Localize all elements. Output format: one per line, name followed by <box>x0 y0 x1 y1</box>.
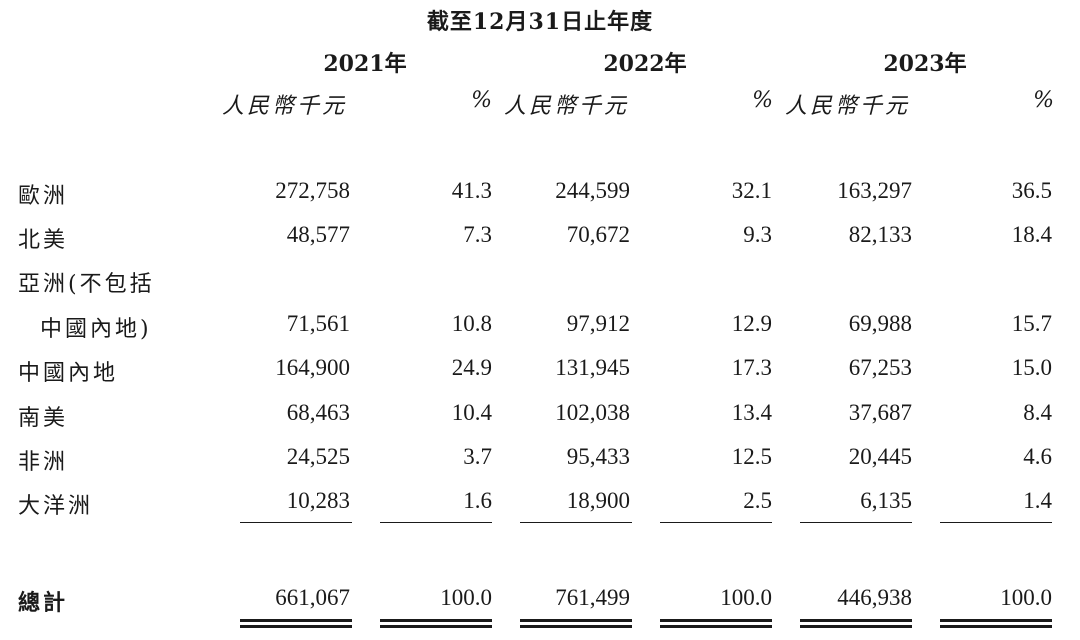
unit-heading-2021: 人民幣千元 <box>222 94 348 119</box>
unit-heading-2023: 人民幣千元 <box>785 94 911 119</box>
cell: 20,445 <box>848 444 912 469</box>
cell: 36.5 <box>1011 178 1052 203</box>
cell: 41.3 <box>451 178 492 203</box>
cell: 32.1 <box>731 178 772 203</box>
cell: 12.9 <box>731 311 772 336</box>
row-label-africa: 非洲 <box>18 450 69 475</box>
cell: 7.3 <box>463 222 492 247</box>
subtotal-rule <box>240 522 352 523</box>
total-double-rule <box>940 619 1052 628</box>
cell: 37,687 <box>848 400 912 425</box>
total-label: 總計 <box>18 590 69 616</box>
row-label-south-america: 南美 <box>18 406 69 431</box>
cell: 1.4 <box>1023 488 1052 513</box>
cell: 8.4 <box>1023 400 1052 425</box>
cell: 272,758 <box>275 178 350 203</box>
cell: 82,133 <box>848 222 912 247</box>
total-cell: 446,938 <box>837 585 912 610</box>
row-label-oceania: 大洋洲 <box>18 494 94 519</box>
total-double-rule <box>660 619 772 628</box>
cell: 95,433 <box>566 444 630 469</box>
cell: 1.6 <box>463 488 492 513</box>
cell: 97,912 <box>566 311 630 336</box>
total-cell: 100.0 <box>1000 585 1052 610</box>
total-double-rule <box>520 619 632 628</box>
row-label-asia-line1: 亞洲(不包括 <box>18 272 155 297</box>
row-label-asia-line2: 中國內地) <box>40 317 152 342</box>
cell: 48,577 <box>286 222 350 247</box>
cell: 70,672 <box>566 222 630 247</box>
cell: 10,283 <box>286 488 350 513</box>
row-label-mainland-china: 中國內地 <box>18 361 119 386</box>
cell: 131,945 <box>555 355 630 380</box>
cell: 2.5 <box>743 488 772 513</box>
total-double-rule <box>380 619 492 628</box>
cell: 12.5 <box>731 444 772 469</box>
total-cell: 100.0 <box>440 585 492 610</box>
cell: 17.3 <box>731 355 772 380</box>
cell: 67,253 <box>848 355 912 380</box>
total-cell: 661,067 <box>275 585 350 610</box>
cell: 24.9 <box>451 355 492 380</box>
unit-heading-2022: 人民幣千元 <box>504 94 630 119</box>
pct-heading-2023: % <box>1033 88 1054 113</box>
cell: 164,900 <box>275 355 350 380</box>
row-label-europe: 歐洲 <box>18 184 69 209</box>
subtotal-rule <box>940 522 1052 523</box>
subtotal-rule <box>380 522 492 523</box>
cell: 18,900 <box>566 488 630 513</box>
cell: 24,525 <box>286 444 350 469</box>
pct-heading-2021: % <box>471 88 492 113</box>
cell: 6,135 <box>860 488 912 513</box>
cell: 15.0 <box>1011 355 1052 380</box>
period-heading: 截至12月31日止年度 <box>426 9 654 35</box>
cell: 13.4 <box>731 400 772 425</box>
cell: 163,297 <box>837 178 912 203</box>
cell: 15.7 <box>1011 311 1052 336</box>
subtotal-rule <box>800 522 912 523</box>
subtotal-rule <box>520 522 632 523</box>
year-2021-heading: 2021年 <box>323 51 407 77</box>
cell: 18.4 <box>1011 222 1052 247</box>
cell: 71,561 <box>286 311 350 336</box>
year-2022-heading: 2022年 <box>603 51 687 77</box>
cell: 4.6 <box>1023 444 1052 469</box>
total-cell: 761,499 <box>555 585 630 610</box>
cell: 10.8 <box>451 311 492 336</box>
cell: 244,599 <box>555 178 630 203</box>
total-double-rule <box>240 619 352 628</box>
total-cell: 100.0 <box>720 585 772 610</box>
total-double-rule <box>800 619 912 628</box>
year-2023-heading: 2023年 <box>883 51 967 77</box>
row-label-north-america: 北美 <box>18 228 69 253</box>
pct-heading-2022: % <box>752 88 773 113</box>
cell: 69,988 <box>848 311 912 336</box>
cell: 10.4 <box>451 400 492 425</box>
cell: 68,463 <box>286 400 350 425</box>
cell: 3.7 <box>463 444 492 469</box>
cell: 9.3 <box>743 222 772 247</box>
subtotal-rule <box>660 522 772 523</box>
cell: 102,038 <box>555 400 630 425</box>
